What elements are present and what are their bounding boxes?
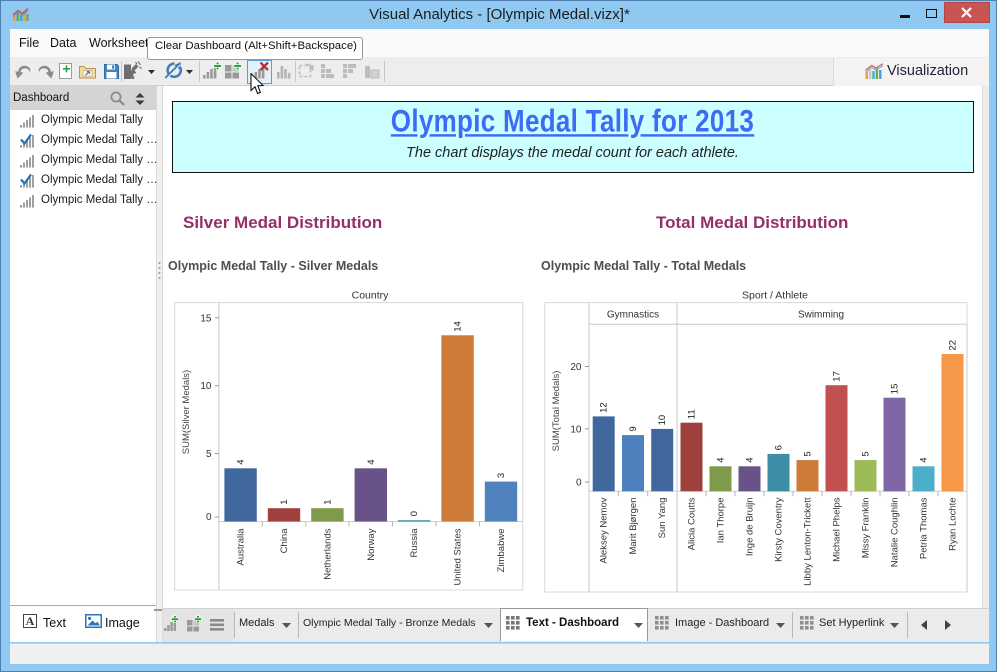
svg-text:9: 9	[628, 426, 639, 431]
svg-text:Russia: Russia	[409, 528, 420, 558]
svg-text:1: 1	[322, 499, 333, 504]
svg-text:Norway: Norway	[366, 528, 377, 560]
svg-text:0: 0	[576, 478, 582, 489]
svg-text:Petria Thomas: Petria Thomas	[919, 497, 930, 559]
svg-text:Swimming: Swimming	[798, 310, 844, 321]
svg-text:4: 4	[716, 458, 727, 463]
svg-text:14: 14	[453, 321, 464, 332]
svg-text:Missy Franklin: Missy Franklin	[861, 498, 872, 559]
svg-text:SUM(Silver Medals): SUM(Silver Medals)	[181, 370, 192, 454]
svg-text:Aleksey Nemov: Aleksey Nemov	[599, 497, 610, 563]
svg-text:6: 6	[774, 445, 785, 450]
svg-text:10: 10	[657, 415, 668, 426]
svg-text:4: 4	[745, 458, 756, 463]
svg-text:4: 4	[366, 460, 377, 465]
svg-text:15: 15	[890, 384, 901, 395]
svg-text:Ian Thorpe: Ian Thorpe	[716, 498, 727, 544]
svg-text:Ryan Lochte: Ryan Lochte	[948, 498, 959, 551]
svg-text:22: 22	[948, 340, 959, 351]
svg-text:Australia: Australia	[236, 528, 247, 566]
svg-text:0: 0	[409, 511, 420, 516]
svg-text:Sport / Athlete: Sport / Athlete	[742, 290, 808, 302]
svg-text:10: 10	[570, 424, 582, 435]
svg-text:United States: United States	[453, 528, 464, 585]
svg-text:11: 11	[687, 409, 698, 419]
svg-text:Kirsty Coventry: Kirsty Coventry	[774, 497, 785, 562]
svg-text:10: 10	[200, 381, 212, 392]
svg-text:5: 5	[861, 451, 872, 456]
svg-text:17: 17	[832, 371, 843, 382]
svg-text:Michael Phelps: Michael Phelps	[832, 497, 843, 562]
svg-text:Netherlands: Netherlands	[322, 528, 333, 579]
svg-text:Gymnastics: Gymnastics	[607, 310, 659, 321]
svg-text:3: 3	[496, 473, 507, 478]
svg-text:0: 0	[206, 512, 212, 523]
svg-text:Alicia Coutts: Alicia Coutts	[687, 497, 698, 550]
svg-text:Country: Country	[352, 290, 390, 302]
svg-text:4: 4	[236, 460, 247, 465]
svg-text:SUM(Total Medals): SUM(Total Medals)	[551, 371, 562, 452]
svg-text:1: 1	[279, 499, 290, 504]
svg-text:Natalie Coughlin: Natalie Coughlin	[890, 498, 901, 568]
svg-text:China: China	[279, 528, 290, 554]
svg-text:20: 20	[570, 362, 582, 373]
svg-text:Libby Lenton-Trickett: Libby Lenton-Trickett	[803, 497, 814, 586]
svg-text:Inge de Bruijn: Inge de Bruijn	[745, 498, 756, 557]
svg-text:5: 5	[206, 449, 212, 460]
svg-text:4: 4	[919, 458, 930, 463]
svg-text:5: 5	[803, 451, 814, 456]
svg-text:15: 15	[200, 313, 212, 324]
svg-text:Marit Bjørgen: Marit Bjørgen	[628, 498, 639, 555]
svg-text:Sun Yang: Sun Yang	[657, 498, 668, 539]
svg-text:Zimbabwe: Zimbabwe	[496, 529, 507, 573]
svg-text:12: 12	[599, 402, 610, 413]
